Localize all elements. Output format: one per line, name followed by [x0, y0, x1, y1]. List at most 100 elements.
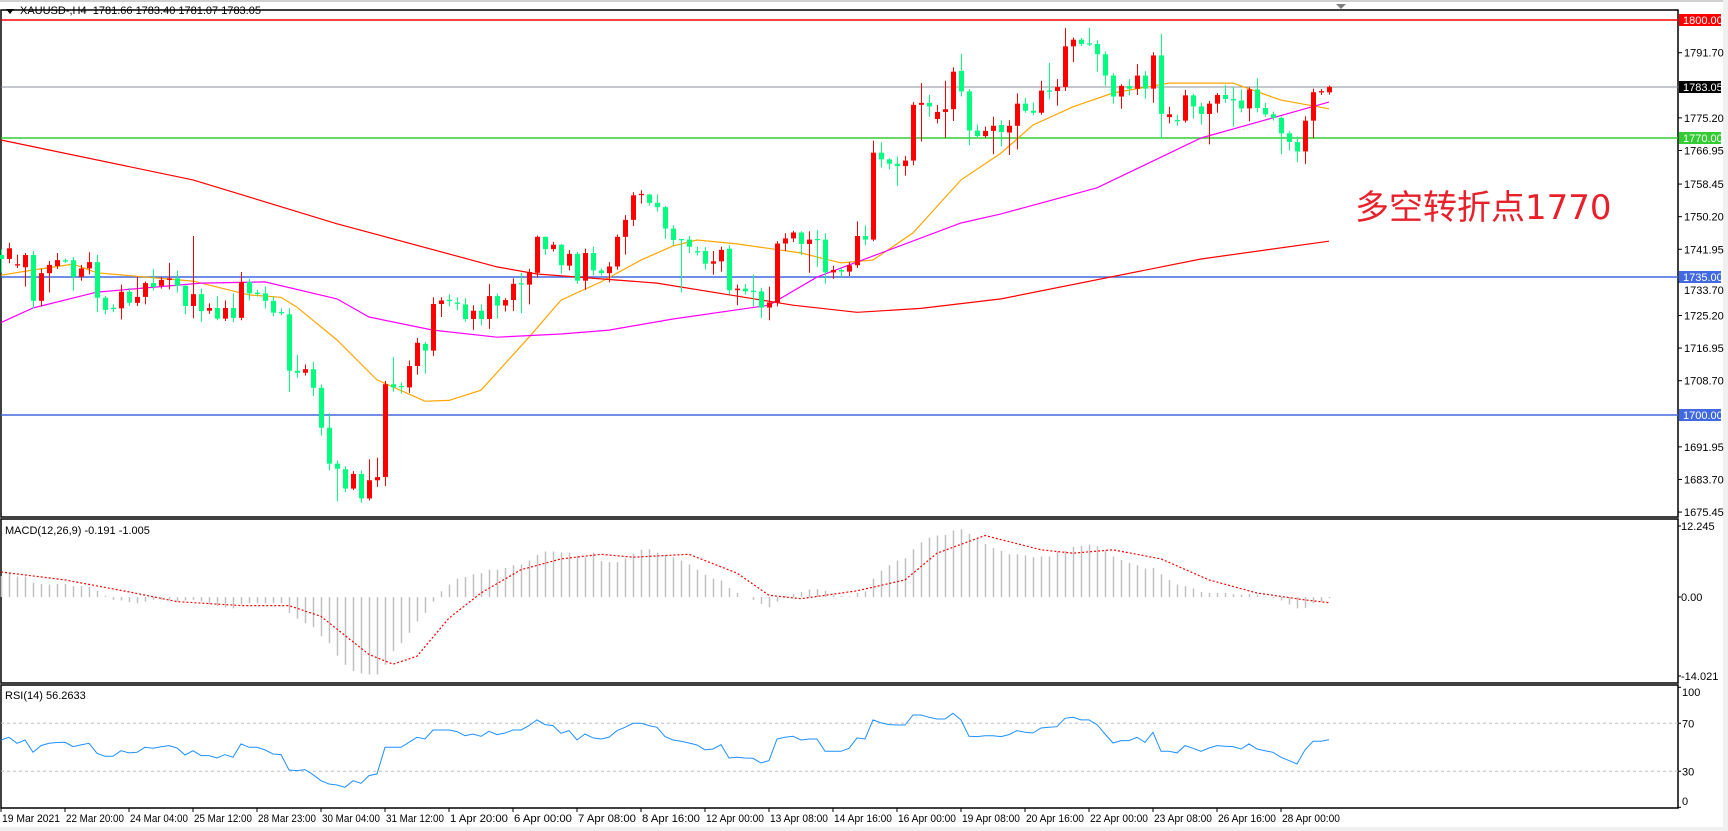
candle: [303, 364, 308, 376]
candle-body: [1119, 85, 1124, 97]
symbol-name: XAUUSD-,H4: [20, 5, 87, 17]
macd-panel-border: [0, 518, 1679, 684]
moving-average-line-2: [0, 139, 1330, 313]
candle-body: [783, 238, 788, 244]
candle: [263, 286, 268, 309]
candle: [391, 356, 396, 392]
candle-body: [207, 307, 212, 311]
candle-body: [1327, 86, 1332, 93]
candle-body: [687, 239, 692, 247]
candle-body: [1247, 89, 1252, 109]
candle-body: [1103, 54, 1108, 76]
candle-body: [983, 130, 988, 137]
time-tick-label: 22 Apr 00:00: [1090, 813, 1148, 825]
candle-body: [991, 125, 996, 131]
candle-body: [1143, 75, 1148, 89]
candle: [1279, 116, 1284, 155]
candle: [1167, 106, 1172, 124]
macd-header: MACD(12,26,9) -0.191 -1.005: [5, 525, 150, 537]
candle: [175, 270, 180, 293]
candle-body: [391, 384, 396, 388]
candle: [1175, 114, 1180, 126]
price-tick-label: 1683.70: [1684, 474, 1724, 486]
candle: [879, 142, 884, 168]
candle: [1231, 87, 1236, 127]
time-tick-label: 28 Apr 00:00: [1282, 813, 1340, 825]
candle-body: [663, 207, 668, 229]
candle-body: [1151, 55, 1156, 89]
candle-body: [1071, 39, 1076, 47]
rsi-tick-label: 70: [1682, 718, 1694, 730]
dropdown-triangle-icon[interactable]: [6, 8, 14, 14]
candle: [767, 286, 772, 321]
candle-body: [935, 111, 940, 120]
candle-body: [615, 236, 620, 267]
macd-signal-line: [0, 534, 1330, 665]
candle-body: [351, 473, 356, 489]
candle: [471, 305, 476, 330]
candle: [1119, 84, 1124, 109]
candle-body: [1223, 94, 1228, 99]
candle: [543, 236, 548, 255]
candle: [47, 260, 52, 293]
price-tick-label: 1691.95: [1684, 442, 1724, 454]
candle: [167, 262, 172, 290]
candle: [151, 268, 156, 291]
candle: [655, 194, 660, 212]
candle: [479, 304, 484, 326]
candle: [1295, 136, 1300, 163]
candle: [31, 251, 36, 309]
candle: [223, 300, 228, 321]
candle-body: [1279, 117, 1284, 134]
candle: [999, 120, 1004, 147]
time-tick-label: 31 Mar 12:00: [386, 813, 444, 825]
candle-body: [791, 232, 796, 239]
candle-body: [31, 255, 36, 301]
candle: [103, 295, 108, 315]
level-label-box: [1679, 81, 1721, 93]
candle-body: [191, 294, 196, 306]
candle: [1055, 79, 1060, 106]
price-tick-label: 1766.95: [1684, 145, 1724, 157]
candle-body: [431, 304, 436, 351]
candle: [527, 268, 532, 305]
candle-body: [943, 109, 948, 112]
candle: [359, 470, 364, 503]
level-label-box: [1679, 14, 1721, 26]
candle-body: [0, 255, 4, 259]
candle-body: [231, 307, 236, 318]
level-label: 1735.00: [1683, 272, 1723, 284]
time-tick-label: 13 Apr 08:00: [770, 813, 828, 825]
candle-body: [303, 369, 308, 373]
candle-body: [1255, 89, 1260, 109]
candle-body: [823, 239, 828, 273]
candle-body: [575, 253, 580, 281]
candle-body: [647, 194, 652, 203]
candle: [775, 241, 780, 307]
shift-marker-icon: [1336, 4, 1346, 9]
candle: [455, 297, 460, 311]
candle-body: [175, 278, 180, 286]
candle: [823, 233, 828, 284]
candle-body: [655, 202, 660, 208]
candle: [39, 268, 44, 307]
macd-histogram: [0, 529, 1331, 675]
candle-body: [919, 102, 924, 105]
candle: [679, 238, 684, 293]
macd-tick-label: 0.00: [1681, 592, 1702, 604]
time-tick-label: 20 Apr 16:00: [1026, 813, 1084, 825]
rsi-axis: 100 70 30 0: [1678, 686, 1700, 808]
candle-body: [47, 264, 52, 274]
candle-body: [159, 279, 164, 286]
candle-body: [855, 236, 860, 266]
candle-body: [343, 469, 348, 489]
candle: [1207, 100, 1212, 145]
candle-body: [807, 239, 812, 244]
candle: [159, 276, 164, 289]
candle: [1031, 102, 1036, 116]
candle-body: [95, 262, 100, 298]
candle-body: [839, 270, 844, 272]
candle-body: [1167, 114, 1172, 118]
